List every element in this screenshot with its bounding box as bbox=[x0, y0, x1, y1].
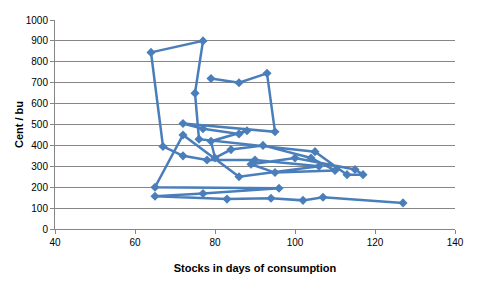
svg-text:Stocks in days of consumption: Stocks in days of consumption bbox=[174, 262, 337, 274]
svg-text:Cent / bu: Cent / bu bbox=[13, 101, 25, 148]
svg-text:500: 500 bbox=[31, 119, 48, 130]
svg-text:120: 120 bbox=[367, 237, 384, 248]
svg-text:100: 100 bbox=[31, 203, 48, 214]
svg-text:300: 300 bbox=[31, 161, 48, 172]
svg-text:800: 800 bbox=[31, 56, 48, 67]
svg-text:600: 600 bbox=[31, 98, 48, 109]
svg-text:900: 900 bbox=[31, 35, 48, 46]
svg-text:60: 60 bbox=[129, 237, 141, 248]
svg-text:1000: 1000 bbox=[26, 15, 49, 26]
svg-text:80: 80 bbox=[209, 237, 221, 248]
svg-text:140: 140 bbox=[447, 237, 464, 248]
svg-text:700: 700 bbox=[31, 77, 48, 88]
svg-text:0: 0 bbox=[42, 224, 48, 235]
svg-text:100: 100 bbox=[287, 237, 304, 248]
svg-text:40: 40 bbox=[49, 237, 61, 248]
svg-text:400: 400 bbox=[31, 140, 48, 151]
svg-text:200: 200 bbox=[31, 182, 48, 193]
